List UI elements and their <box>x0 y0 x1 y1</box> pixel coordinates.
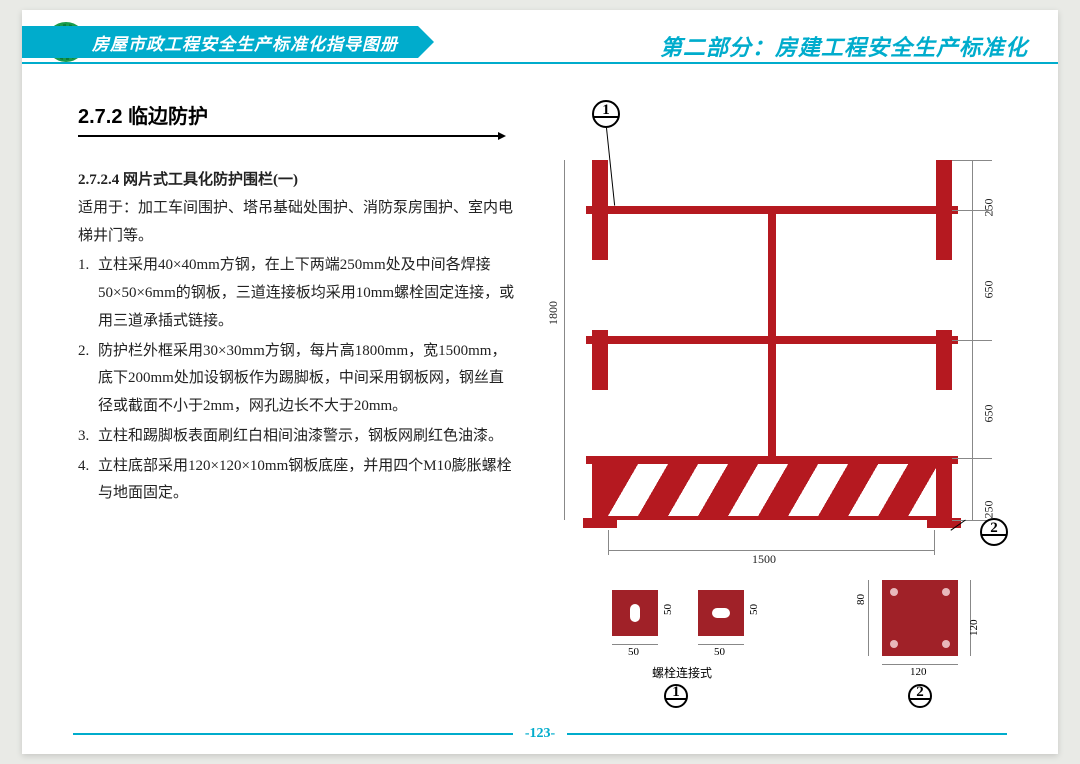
header-rule <box>22 62 1058 64</box>
header: 房屋市政工程安全生产标准化指导图册 第二部分：房建工程安全生产标准化 <box>22 26 1058 66</box>
dim-seg-3: 650 <box>982 405 997 423</box>
intro-text: 适用于：加工车间围护、塔吊基础处围护、消防泵房围护、室内电梯井门等。 <box>78 195 518 251</box>
heading-underline <box>78 135 498 137</box>
baseplate-detail <box>882 580 958 656</box>
vbar-center <box>768 210 776 460</box>
kickplate <box>608 460 936 520</box>
figure-area: 1 <box>542 100 1042 740</box>
plate-b <box>698 590 744 636</box>
detail-1-label: 螺栓连接式 <box>652 664 712 681</box>
dim-base-bolt: 80 <box>855 594 867 605</box>
subsection-title: 2.7.2.4 网片式工具化防护围栏(一) <box>78 167 518 195</box>
dim-plate-b-w: 50 <box>714 646 725 658</box>
detail-1-no: 1 <box>664 684 688 708</box>
dim-seg-2: 650 <box>982 281 997 299</box>
section-heading: 2.7.2 临边防护 <box>78 100 518 129</box>
fence-diagram <box>592 160 952 520</box>
body-text: 2.7.2.4 网片式工具化防护围栏(一) 适用于：加工车间围护、塔吊基础处围护… <box>78 167 518 508</box>
page: 房屋市政工程安全生产标准化指导图册 第二部分：房建工程安全生产标准化 2.7.2… <box>22 10 1058 754</box>
page-number: -123- <box>525 726 555 741</box>
dim-base-w: 120 <box>910 666 927 678</box>
dim-base-h: 120 <box>968 620 980 637</box>
dim-plate-b-h: 50 <box>748 604 760 615</box>
post-left <box>592 160 608 520</box>
item-4: 4.立柱底部采用120×120×10mm钢板底座，并用四个M10膨胀螺栓与地面固… <box>78 453 518 509</box>
dim-w: 1500 <box>752 552 776 567</box>
item-1: 1.立柱采用40×40mm方钢，在上下两端250mm处及中间各焊接50×50×6… <box>78 252 518 335</box>
header-left-banner: 房屋市政工程安全生产标准化指导图册 <box>22 26 418 58</box>
callout-2: 2 <box>980 518 1008 546</box>
dim-seg-1: 250 <box>982 199 997 217</box>
dim-w-line <box>608 550 934 551</box>
callout-1: 1 <box>592 100 620 128</box>
dim-plate-a-h: 50 <box>662 604 674 615</box>
dim-plate-a-w: 50 <box>628 646 639 658</box>
item-2: 2.防护栏外框采用30×30mm方钢，每片高1800mm，宽1500mm，底下2… <box>78 338 518 421</box>
detail-2-no: 2 <box>908 684 932 708</box>
manual-title: 房屋市政工程安全生产标准化指导图册 <box>92 30 398 55</box>
detail-views: 50 50 50 50 螺栓连接式 1 80 120 <box>602 580 1042 730</box>
text-column: 2.7.2 临边防护 2.7.2.4 网片式工具化防护围栏(一) 适用于：加工车… <box>78 100 518 508</box>
dim-seg-4: 250 <box>982 501 997 519</box>
section-title: 第二部分：房建工程安全生产标准化 <box>660 30 1028 62</box>
item-3: 3.立柱和踢脚板表面刷红白相间油漆警示，钢板网刷红色油漆。 <box>78 423 518 451</box>
dim-h-total-line <box>564 160 565 520</box>
post-right <box>936 160 952 520</box>
dim-h-total: 1800 <box>546 301 561 325</box>
footer: -123- <box>22 726 1058 742</box>
plate-a <box>612 590 658 636</box>
